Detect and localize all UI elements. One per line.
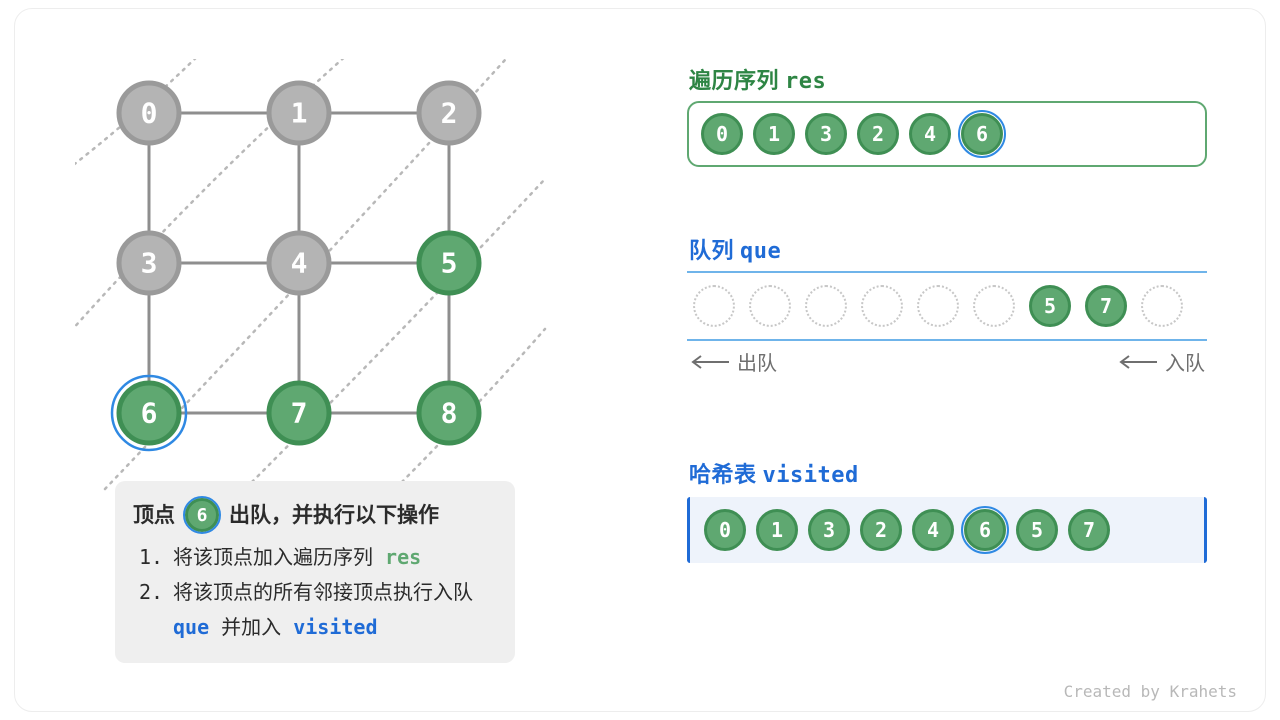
visited-box: 01324657 — [687, 497, 1207, 563]
svg-text:5: 5 — [441, 247, 458, 280]
graph-node-3: 3 — [119, 233, 179, 293]
queue-empty-slot — [805, 285, 847, 327]
graph-node-2: 2 — [419, 83, 479, 143]
svg-text:3: 3 — [141, 247, 158, 280]
value-pill: 4 — [912, 509, 954, 551]
graph-node-6: 6 — [112, 376, 186, 450]
queue-empty-slot — [861, 285, 903, 327]
step-description-list: 将该顶点加入遍历序列 res将该顶点的所有邻接顶点执行入队 que 并加入 vi… — [133, 540, 497, 645]
desc-head-node: 6 — [185, 498, 219, 532]
graph-node-7: 7 — [269, 383, 329, 443]
credit-label: Created by Krahets — [1064, 682, 1237, 701]
queue-labels: 出队 入队 — [687, 347, 1207, 376]
svg-text:8: 8 — [441, 397, 458, 430]
res-title: 遍历序列res — [689, 63, 826, 95]
value-pill: 7 — [1085, 285, 1127, 327]
queue-bottom-line — [687, 339, 1207, 341]
visited-title: 哈希表visited — [689, 457, 859, 489]
svg-text:0: 0 — [141, 97, 158, 130]
queue-slots: 57 — [687, 273, 1207, 339]
enqueue-arrow: 入队 — [1117, 347, 1205, 376]
value-pill: 4 — [909, 113, 951, 155]
value-pill: 5 — [1029, 285, 1071, 327]
svg-text:1: 1 — [291, 97, 308, 130]
value-pill: 5 — [1016, 509, 1058, 551]
value-pill: 3 — [808, 509, 850, 551]
desc-head-post: 出队，并执行以下操作 — [229, 497, 439, 534]
dequeue-arrow: 出队 — [689, 347, 777, 376]
graph-node-4: 4 — [269, 233, 329, 293]
graph-node-5: 5 — [419, 233, 479, 293]
graph-node-1: 1 — [269, 83, 329, 143]
value-pill: 2 — [860, 509, 902, 551]
graph-grid: 0 1 2 3 4 5 6 7 8 — [75, 59, 555, 499]
queue-area: 57 出队 入队 — [687, 271, 1207, 376]
desc-head-pre: 顶点 — [133, 497, 175, 534]
diagram-frame: 012345678 顶点 6 出队，并执行以下操作 将该顶点加入遍历序列 res… — [14, 8, 1266, 712]
step-description-item: 将该顶点加入遍历序列 res — [133, 540, 497, 575]
queue-empty-slot — [749, 285, 791, 327]
svg-text:2: 2 — [441, 97, 458, 130]
step-description-box: 顶点 6 出队，并执行以下操作 将该顶点加入遍历序列 res将该顶点的所有邻接顶… — [115, 481, 515, 663]
value-pill: 0 — [701, 113, 743, 155]
step-description-item: 将该顶点的所有邻接顶点执行入队 que 并加入 visited — [133, 575, 497, 645]
value-pill: 1 — [756, 509, 798, 551]
value-pill: 3 — [805, 113, 847, 155]
queue-empty-slot — [917, 285, 959, 327]
svg-text:7: 7 — [291, 397, 308, 430]
que-title: 队列que — [689, 233, 781, 265]
value-pill: 6 — [964, 509, 1006, 551]
step-description-heading: 顶点 6 出队，并执行以下操作 — [133, 497, 497, 534]
value-pill: 2 — [857, 113, 899, 155]
value-pill: 6 — [961, 113, 1003, 155]
svg-text:6: 6 — [141, 397, 158, 430]
queue-empty-slot — [1141, 285, 1183, 327]
svg-text:4: 4 — [291, 247, 308, 280]
queue-empty-slot — [693, 285, 735, 327]
value-pill: 1 — [753, 113, 795, 155]
queue-empty-slot — [973, 285, 1015, 327]
res-box: 013246 — [687, 101, 1207, 167]
value-pill: 0 — [704, 509, 746, 551]
graph-node-8: 8 — [419, 383, 479, 443]
value-pill: 7 — [1068, 509, 1110, 551]
graph-node-0: 0 — [119, 83, 179, 143]
